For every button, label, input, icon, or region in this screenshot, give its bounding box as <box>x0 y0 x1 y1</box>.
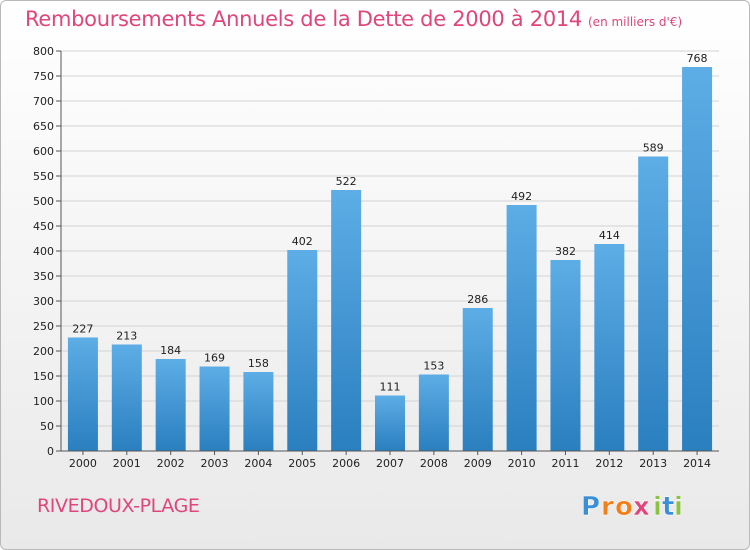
y-tick-label: 750 <box>33 70 54 83</box>
y-tick-label: 300 <box>33 295 54 308</box>
bar <box>287 250 318 451</box>
y-tick-label: 50 <box>40 420 54 433</box>
bar <box>111 344 142 451</box>
commune-name: RIVEDOUX-PLAGE <box>37 495 200 517</box>
bar <box>418 374 449 451</box>
x-tick-label: 2003 <box>201 457 229 470</box>
y-tick-label: 400 <box>33 245 54 258</box>
x-tick-label: 2008 <box>420 457 448 470</box>
chart-title: Remboursements Annuels de la Dette de 20… <box>25 7 682 31</box>
bar <box>375 395 405 451</box>
data-label: 153 <box>423 360 444 373</box>
x-tick-label: 2012 <box>595 457 623 470</box>
logo-letter: x <box>633 492 650 521</box>
bar <box>199 366 230 451</box>
data-label: 286 <box>467 293 488 306</box>
logo-letter: t <box>662 492 674 521</box>
bar <box>243 372 274 451</box>
y-tick-label: 800 <box>33 45 54 58</box>
x-tick-label: 2011 <box>551 457 579 470</box>
x-tick-label: 2005 <box>288 457 316 470</box>
y-tick-label: 100 <box>33 395 54 408</box>
x-tick-label: 2004 <box>244 457 272 470</box>
axes: 0 50 100 150 200 250 300 350 400 450 500 550 600 650 7… <box>33 45 719 470</box>
bar <box>506 205 537 451</box>
data-label: 522 <box>336 175 357 188</box>
x-tick-label: 2006 <box>332 457 360 470</box>
x-tick-label: 2009 <box>464 457 492 470</box>
data-label: 402 <box>292 235 313 248</box>
bar <box>550 260 581 451</box>
bar-chart: 227 213 184 169 158 402 522 111 153 286 492 382 414 5… <box>33 45 719 470</box>
x-tick-label: 2014 <box>683 457 711 470</box>
bar <box>594 244 625 451</box>
bar <box>462 308 493 451</box>
logo-letter: P <box>581 492 600 521</box>
y-tick-label: 250 <box>33 320 54 333</box>
data-label: 227 <box>72 323 93 336</box>
data-label: 111 <box>380 381 401 394</box>
x-tick-label: 2007 <box>376 457 404 470</box>
bar <box>638 156 669 451</box>
bar <box>682 67 713 451</box>
y-tick-label: 650 <box>33 120 54 133</box>
data-label: 169 <box>204 352 225 365</box>
data-label: 213 <box>116 330 137 343</box>
y-tick-label: 600 <box>33 145 54 158</box>
y-tick-label: 700 <box>33 95 54 108</box>
data-label: 158 <box>248 357 269 370</box>
data-label: 768 <box>687 52 708 65</box>
data-label: 589 <box>643 142 664 155</box>
x-tick-label: 2013 <box>639 457 667 470</box>
bar <box>155 359 186 451</box>
data-label: 414 <box>599 229 620 242</box>
y-tick-label: 200 <box>33 345 54 358</box>
chart-subtitle: (en milliers d'€) <box>588 15 683 29</box>
bar-series: 227 213 184 169 158 402 522 111 153 286 492 382 414 5… <box>67 52 713 451</box>
y-tick-label: 0 <box>47 445 54 458</box>
x-tick-label: 2002 <box>157 457 185 470</box>
bar <box>67 337 98 451</box>
logo-letter: r <box>601 492 614 521</box>
y-tick-label: 450 <box>33 220 54 233</box>
logo-letter: i <box>653 492 662 521</box>
data-label: 492 <box>511 190 532 203</box>
bar <box>331 190 362 451</box>
logo-letter: i <box>674 492 683 521</box>
x-tick-label: 2010 <box>508 457 536 470</box>
y-tick-label: 350 <box>33 270 54 283</box>
y-tick-label: 150 <box>33 370 54 383</box>
logo-letter: o <box>615 492 633 521</box>
y-tick-label: 500 <box>33 195 54 208</box>
x-tick-label: 2000 <box>69 457 97 470</box>
data-label: 184 <box>160 344 181 357</box>
x-tick-label: 2001 <box>113 457 141 470</box>
chart-title-text: Remboursements Annuels de la Dette de 20… <box>25 7 582 31</box>
data-label: 382 <box>555 245 576 258</box>
y-tick-label: 550 <box>33 170 54 183</box>
